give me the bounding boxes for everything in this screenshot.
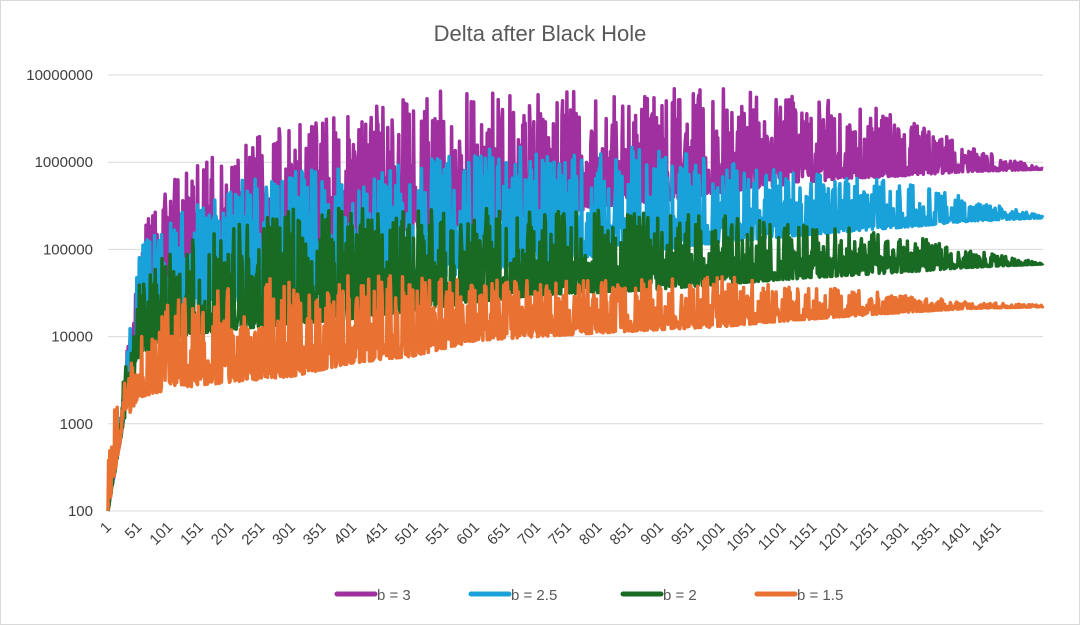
y-tick-label: 1000 <box>60 416 93 433</box>
y-tick-label: 10000000 <box>26 67 93 84</box>
x-tick-label: 601 <box>453 519 483 549</box>
x-tick-label: 551 <box>423 519 453 549</box>
x-tick-label: 451 <box>361 519 391 549</box>
y-tick-label: 10000 <box>51 329 93 346</box>
x-tick-label: 501 <box>392 519 422 549</box>
legend-label: b = 2 <box>663 587 697 604</box>
x-tick-label: 1 <box>97 519 115 537</box>
x-tick-label: 1351 <box>907 519 943 555</box>
legend-label: b = 3 <box>377 587 411 604</box>
x-tick-label: 151 <box>177 519 207 549</box>
x-tick-label: 51 <box>122 519 146 543</box>
x-tick-label: 851 <box>607 519 637 549</box>
x-tick-label: 1251 <box>846 519 882 555</box>
series-line-2 <box>106 206 1045 512</box>
x-tick-label: 351 <box>300 519 330 549</box>
x-tick-label: 301 <box>269 519 299 549</box>
y-tick-label: 100 <box>68 503 93 520</box>
x-tick-label: 1051 <box>723 519 759 555</box>
x-tick-label: 801 <box>576 519 606 549</box>
x-tick-label: 1201 <box>815 519 851 555</box>
x-tick-label: 901 <box>637 519 667 549</box>
series-line-3 <box>106 274 1045 511</box>
x-tick-label: 401 <box>331 519 361 549</box>
x-tick-label: 1301 <box>877 519 913 555</box>
x-tick-label: 651 <box>484 519 514 549</box>
x-tick-label: 1151 <box>786 519 821 554</box>
x-tick-label: 701 <box>515 519 545 549</box>
x-tick-label: 251 <box>238 519 268 549</box>
x-tick-label: 1101 <box>755 519 790 554</box>
legend-label: b = 2.5 <box>511 587 557 604</box>
chart-title: Delta after Black Hole <box>434 21 647 46</box>
x-tick-label: 101 <box>146 519 176 549</box>
x-tick-label: 1001 <box>693 519 729 555</box>
x-tick-label: 1401 <box>938 519 974 555</box>
x-tick-label: 201 <box>208 519 238 549</box>
y-tick-label: 1000000 <box>35 154 93 171</box>
x-tick-label: 751 <box>545 519 575 549</box>
y-tick-label: 100000 <box>43 241 93 258</box>
legend-label: b = 1.5 <box>797 587 843 604</box>
x-tick-label: 1451 <box>969 519 1005 555</box>
